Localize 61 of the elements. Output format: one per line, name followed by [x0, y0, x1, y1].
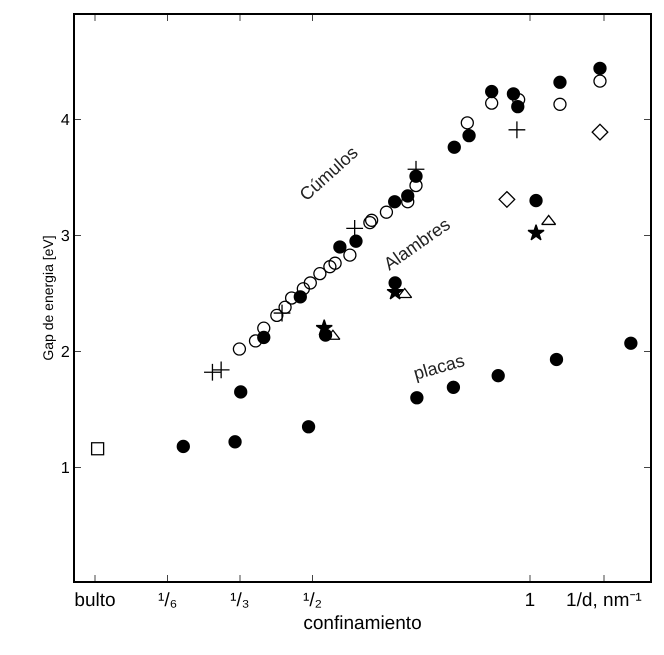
- point: [302, 420, 316, 434]
- point: [541, 214, 556, 226]
- point: [460, 116, 474, 130]
- point: [313, 266, 327, 280]
- point: [363, 216, 377, 230]
- point: [593, 62, 607, 75]
- y-tick-label: 4: [60, 112, 70, 129]
- point: [296, 282, 310, 296]
- point: [485, 96, 498, 110]
- point: [328, 256, 342, 270]
- point: [278, 300, 292, 314]
- point: [527, 224, 545, 240]
- point: [380, 206, 394, 219]
- point: [364, 214, 378, 227]
- point: [553, 98, 567, 111]
- point: [397, 288, 412, 298]
- y-tick-label: 1: [60, 460, 70, 477]
- point: [388, 195, 402, 208]
- point: [462, 128, 476, 142]
- annotation: placas: [411, 350, 467, 384]
- y-axis-title: Gap de energia [eV]: [40, 235, 56, 361]
- x-axis-title: confinamiento: [303, 613, 422, 634]
- x-tick-label: ¹/₆: [158, 590, 178, 611]
- x-tick-label: bulto: [74, 590, 116, 611]
- point: [498, 190, 516, 208]
- y-tick-label: 2: [60, 344, 70, 361]
- point: [349, 234, 363, 248]
- point: [203, 363, 222, 382]
- point: [248, 334, 262, 348]
- x-tick-label: 1/d, nm⁻¹: [566, 590, 642, 611]
- point: [270, 308, 284, 322]
- point: [257, 322, 270, 335]
- point: [176, 440, 190, 454]
- x-tick-label: ¹/₃: [230, 590, 250, 611]
- point: [409, 178, 423, 192]
- point: [492, 369, 505, 382]
- point: [343, 248, 357, 262]
- point: [593, 74, 607, 88]
- point: [234, 385, 248, 399]
- y-tick-label: 3: [60, 228, 70, 245]
- x-tick-label: ¹/₂: [302, 590, 322, 611]
- point: [410, 391, 424, 404]
- point: [323, 260, 337, 274]
- point: [228, 435, 242, 448]
- point: [212, 360, 230, 379]
- point: [508, 120, 526, 139]
- point: [284, 291, 298, 305]
- point: [316, 319, 333, 336]
- point: [90, 442, 104, 456]
- x-tick-label: 1: [524, 590, 536, 611]
- point: [304, 276, 317, 290]
- point: [272, 304, 292, 322]
- point: [485, 84, 498, 98]
- point: [624, 336, 638, 350]
- point: [529, 194, 543, 208]
- point: [550, 352, 564, 366]
- point: [592, 124, 608, 141]
- point: [333, 240, 347, 254]
- point: [232, 342, 246, 356]
- point: [448, 140, 461, 154]
- point: [553, 76, 567, 89]
